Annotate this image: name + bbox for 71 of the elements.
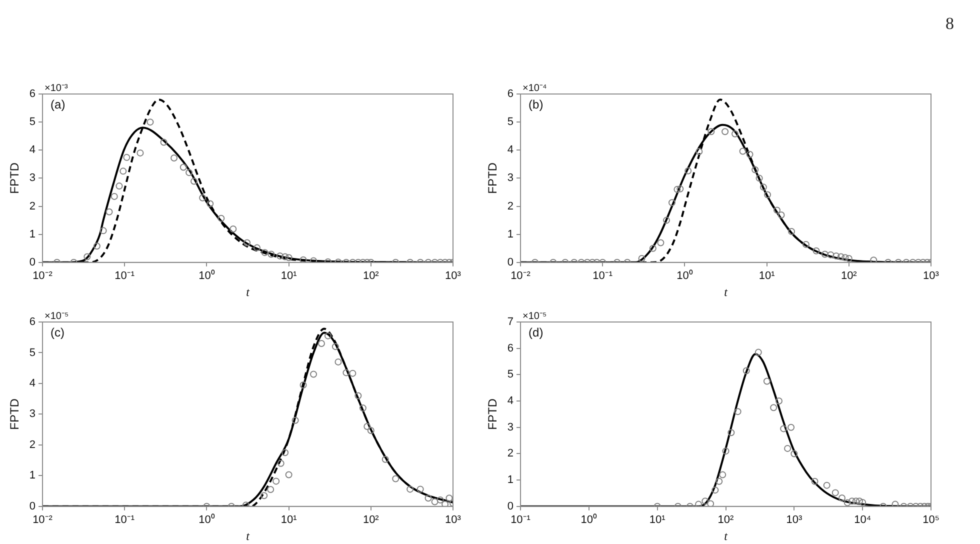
- x-axis-title: t: [246, 528, 250, 543]
- y-tick-label: 1: [29, 470, 36, 482]
- x-tick-label: 10²: [362, 514, 380, 526]
- y-axis-title: FPTD: [8, 398, 22, 430]
- x-tick-label: 10²: [362, 270, 380, 282]
- y-tick-label: 0: [29, 500, 36, 512]
- x-tick-label: 10⁴: [854, 514, 872, 526]
- y-axis-title: FPTD: [8, 162, 22, 194]
- x-tick-label: 10¹: [758, 270, 776, 282]
- y-tick-label: 2: [29, 438, 36, 451]
- x-tick-label: 10²: [840, 270, 858, 282]
- y-tick-label: 3: [507, 172, 514, 184]
- x-tick-label: 10⁰: [198, 513, 215, 526]
- x-tick-label: 10³: [923, 270, 940, 282]
- annotation: (b): [528, 97, 544, 112]
- y-tick-label: 3: [507, 421, 514, 434]
- x-tick-label: 10⁻²: [32, 514, 53, 526]
- y-tick-label: 6: [29, 316, 36, 328]
- x-tick-label: 10⁰: [198, 269, 215, 282]
- y-tick-label: 0: [29, 256, 36, 268]
- y-tick-label: 6: [507, 342, 514, 354]
- x-tick-label: 10⁻²: [32, 270, 53, 282]
- x-tick-label: 10⁰: [676, 269, 693, 282]
- y-tick-label: 0: [507, 500, 514, 512]
- text: ×10⁻⁴: [522, 82, 547, 94]
- y-tick-label: 7: [507, 316, 514, 328]
- y-tick-label: 6: [29, 88, 36, 100]
- text: 8: [946, 14, 954, 34]
- y-tick-label: 3: [29, 172, 36, 184]
- y-axis-title: FPTD: [486, 162, 500, 194]
- text: ×10⁻³: [44, 82, 68, 94]
- x-axis-title: t: [724, 528, 728, 543]
- y-tick-label: 5: [29, 346, 36, 359]
- x-tick-label: 10¹: [280, 270, 298, 282]
- x-axis-title: t: [724, 284, 728, 299]
- x-tick-label: 10¹: [280, 514, 298, 526]
- y-tick-label: 2: [507, 200, 514, 212]
- text: ×10⁻⁵: [522, 310, 547, 322]
- y-tick-label: 6: [507, 88, 514, 100]
- x-axis-title: t: [246, 284, 250, 299]
- x-tick-label: 10⁻¹: [592, 270, 613, 282]
- y-tick-label: 5: [29, 116, 36, 128]
- y-tick-label: 3: [29, 408, 36, 420]
- x-tick-label: 10³: [445, 514, 462, 526]
- x-tick-label: 10³: [786, 514, 802, 526]
- x-tick-label: 10⁵: [922, 514, 940, 526]
- y-tick-label: 0: [507, 256, 514, 268]
- y-tick-label: 1: [507, 474, 514, 486]
- y-tick-label: 1: [507, 228, 514, 240]
- y-tick-label: 4: [29, 378, 36, 390]
- y-tick-label: 5: [507, 368, 514, 381]
- y-tick-label: 1: [29, 228, 36, 240]
- annotation: (a): [50, 97, 66, 112]
- y-tick-label: 4: [507, 395, 514, 408]
- y-tick-label: 4: [507, 144, 514, 156]
- y-tick-label: 5: [507, 116, 514, 128]
- x-tick-label: 10¹: [649, 514, 666, 526]
- annotation: (c): [50, 325, 65, 340]
- x-tick-label: 10³: [445, 270, 462, 282]
- y-tick-label: 4: [29, 144, 36, 156]
- x-tick-label: 10²: [718, 514, 734, 526]
- y-tick-label: 2: [29, 200, 36, 212]
- text: ×10⁻⁵: [44, 310, 69, 322]
- x-tick-label: 10⁻¹: [114, 514, 135, 526]
- x-tick-label: 10⁰: [580, 513, 598, 526]
- annotation: (d): [528, 325, 544, 340]
- y-tick-label: 2: [507, 448, 514, 460]
- x-tick-label: 10⁻¹: [510, 514, 531, 526]
- x-tick-label: 10⁻²: [510, 270, 531, 282]
- y-axis-title: FPTD: [486, 398, 500, 430]
- x-tick-label: 10⁻¹: [114, 270, 135, 282]
